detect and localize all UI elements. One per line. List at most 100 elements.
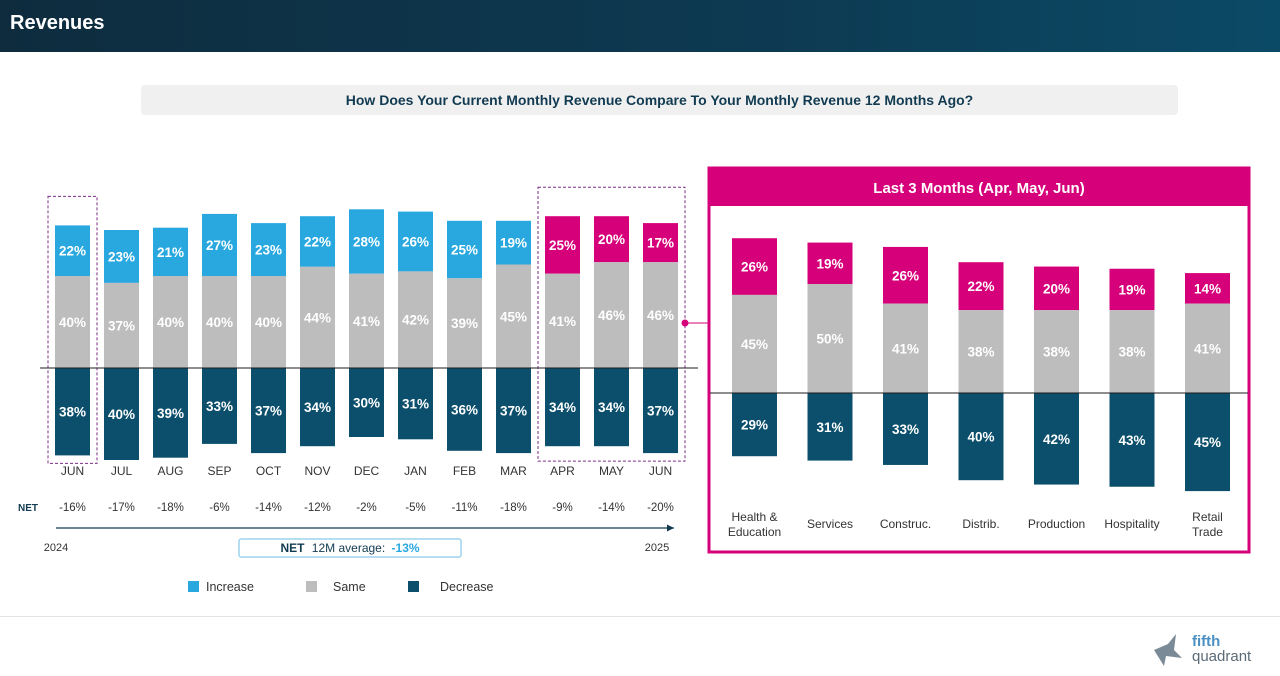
net-value: -18% [157, 502, 184, 514]
industry-bar-increase [732, 238, 777, 295]
industry-bar-increase [1034, 266, 1079, 311]
industry-label-increase: 22% [967, 279, 994, 294]
industry-label-increase: 20% [1043, 281, 1070, 296]
industry-bar-increase [1109, 268, 1155, 311]
net-value: -11% [452, 502, 478, 514]
bar-same [55, 276, 90, 368]
page-title: Revenues [10, 12, 105, 34]
bar-increase [447, 220, 482, 279]
industry-label-same: 45% [741, 337, 768, 352]
logo-text-quadrant: quadrant [1192, 648, 1252, 665]
question-banner: How Does Your Current Monthly Revenue Co… [141, 85, 1178, 115]
bar-decrease [300, 368, 335, 447]
industry-category-label: Construc. [880, 517, 931, 531]
month-tick-label: MAY [599, 464, 624, 478]
bar-decrease [447, 368, 482, 451]
bar-increase [594, 216, 629, 263]
fifth-quadrant-logo: fifth quadrant [1154, 633, 1252, 666]
industry-bar-increase [883, 246, 928, 304]
legend-label-same: Same [333, 580, 366, 594]
industry-label-same: 41% [892, 341, 919, 356]
industry-label-increase: 19% [816, 256, 843, 271]
bar-label-same: 46% [647, 308, 674, 323]
industry-label-increase: 14% [1194, 281, 1221, 296]
bar-label-same: 42% [402, 313, 429, 328]
industry-bar-decrease [1185, 393, 1230, 492]
bar-label-increase: 20% [598, 232, 625, 247]
net-value: -18% [500, 502, 527, 514]
bar-decrease [594, 368, 629, 447]
bar-increase [202, 213, 237, 276]
month-tick-label: AUG [157, 464, 183, 478]
industry-label-decrease: 45% [1194, 435, 1221, 450]
bar-increase [349, 209, 384, 274]
industry-bar-increase [807, 242, 853, 284]
industry-category-label: Hospitality [1104, 517, 1159, 531]
bar-same [447, 278, 482, 368]
bar-increase [153, 227, 188, 276]
industry-bar-decrease [1109, 393, 1155, 487]
net-value: -2% [356, 502, 376, 514]
bar-increase [251, 223, 286, 276]
bar-same [594, 262, 629, 368]
bar-label-decrease: 39% [157, 406, 184, 421]
net-value: -14% [255, 502, 282, 514]
bar-label-same: 46% [598, 308, 625, 323]
industry-category-label: Health & [731, 510, 777, 524]
bar-same [643, 262, 678, 368]
timeline-start-year: 2024 [44, 542, 68, 554]
net-average-box [238, 538, 462, 558]
bar-label-decrease: 34% [304, 400, 331, 415]
legend-label-increase: Increase [206, 580, 254, 594]
bar-label-decrease: 37% [500, 404, 527, 419]
industry-chart: 26% 45% 29% Health &Education 19% 50% 31% Servi… [710, 238, 1248, 539]
net-value: -6% [209, 502, 229, 514]
month-tick-label: JUN [61, 464, 84, 478]
industry-category-label: Distrib. [962, 517, 999, 531]
bar-label-increase: 28% [353, 235, 380, 250]
legend-swatch-decrease [408, 581, 419, 592]
industry-bar-decrease [807, 393, 853, 461]
highlight-box-start [47, 195, 98, 464]
bar-label-same: 40% [157, 315, 184, 330]
net-value: -14% [598, 502, 625, 514]
industry-label-decrease: 29% [741, 418, 768, 433]
industry-bar-increase [958, 262, 1004, 311]
industry-label-same: 41% [1194, 341, 1221, 356]
industry-bar-decrease [883, 393, 928, 465]
month-tick-label: APR [550, 464, 575, 478]
last3-panel-title: Last 3 Months (Apr, May, Jun) [873, 180, 1084, 197]
month-tick-label: FEB [453, 464, 476, 478]
month-tick-label: OCT [256, 464, 282, 478]
bar-label-same: 44% [304, 310, 331, 325]
industry-bar-same [732, 294, 777, 393]
net-average-prefix: NET [280, 541, 305, 555]
net-value: -9% [552, 502, 572, 514]
industry-bar-decrease [732, 393, 777, 457]
bar-decrease [545, 368, 580, 447]
month-tick-label: SEP [207, 464, 231, 478]
bar-label-same: 45% [500, 309, 527, 324]
net-average-value: -13% [392, 541, 420, 555]
industry-label-increase: 19% [1118, 282, 1145, 297]
net-average-label: 12M average: [312, 541, 385, 555]
net-value: -12% [304, 502, 331, 514]
bar-label-decrease: 40% [108, 407, 135, 422]
bar-label-decrease: 31% [402, 397, 429, 412]
bar-decrease [202, 368, 237, 444]
bar-same [251, 276, 286, 368]
bar-label-decrease: 33% [206, 399, 233, 414]
bar-label-same: 37% [108, 318, 135, 333]
industry-label-increase: 26% [741, 260, 768, 275]
bar-label-increase: 22% [59, 244, 86, 259]
bar-label-increase: 23% [108, 249, 135, 264]
bar-increase [545, 216, 580, 274]
legend-swatch-same [306, 581, 317, 592]
net-value: -5% [405, 502, 425, 514]
industry-label-same: 38% [1118, 345, 1145, 360]
industry-category-label: Production [1028, 517, 1085, 531]
legend-swatch-increase [188, 581, 199, 592]
bar-label-same: 41% [549, 314, 576, 329]
industry-label-same: 50% [816, 332, 843, 347]
industry-bar-decrease [958, 393, 1004, 481]
